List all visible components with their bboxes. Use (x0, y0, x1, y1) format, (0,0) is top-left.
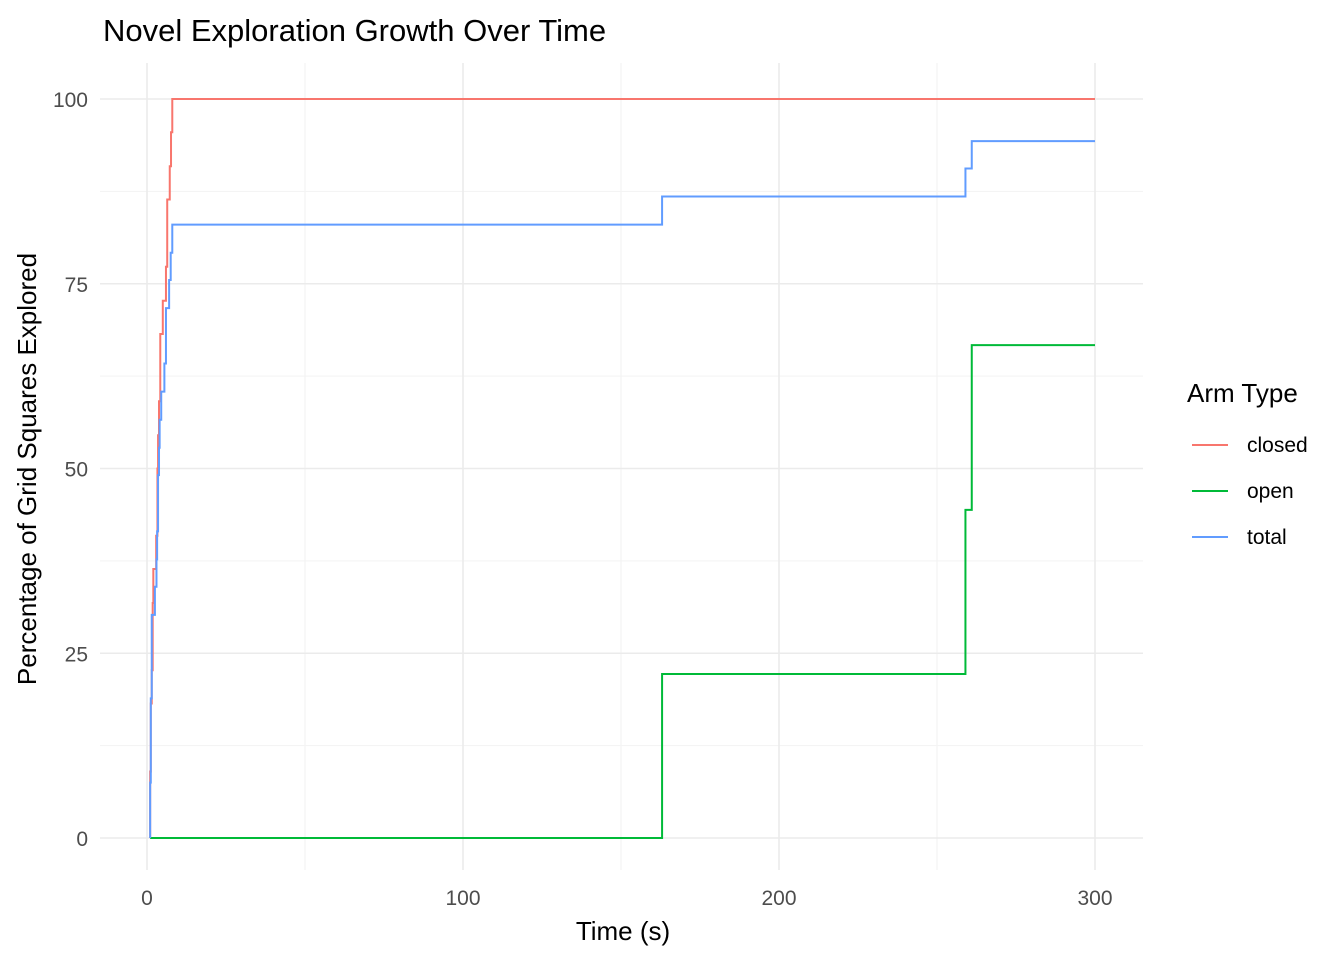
legend-label-total: total (1247, 526, 1287, 549)
x-tick-label: 300 (1077, 887, 1112, 910)
x-axis-label: Time (s) (576, 916, 670, 946)
series-line-total (149, 140, 1095, 838)
chart-title: Novel Exploration Growth Over Time (103, 13, 606, 48)
legend: Arm Type closed open total (1187, 378, 1308, 549)
x-axis-ticks: 0 100 200 300 (141, 887, 1112, 910)
legend-label-closed: closed (1247, 434, 1308, 457)
series-layer (149, 98, 1095, 839)
y-tick-label: 25 (65, 643, 88, 666)
y-tick-label: 100 (53, 89, 88, 112)
y-axis-label: Percentage of Grid Squares Explored (12, 253, 42, 685)
legend-title: Arm Type (1187, 378, 1298, 408)
x-tick-label: 100 (445, 887, 480, 910)
x-tick-label: 200 (761, 887, 796, 910)
y-tick-label: 75 (65, 274, 88, 297)
x-tick-label: 0 (141, 887, 153, 910)
legend-label-open: open (1247, 480, 1294, 503)
y-tick-label: 0 (76, 828, 88, 851)
grid (100, 63, 1143, 870)
legend-items: closed open total (1192, 434, 1308, 549)
series-line-open (150, 344, 1095, 839)
y-tick-label: 50 (65, 459, 88, 482)
y-axis-ticks: 0 25 50 75 100 (53, 89, 88, 851)
